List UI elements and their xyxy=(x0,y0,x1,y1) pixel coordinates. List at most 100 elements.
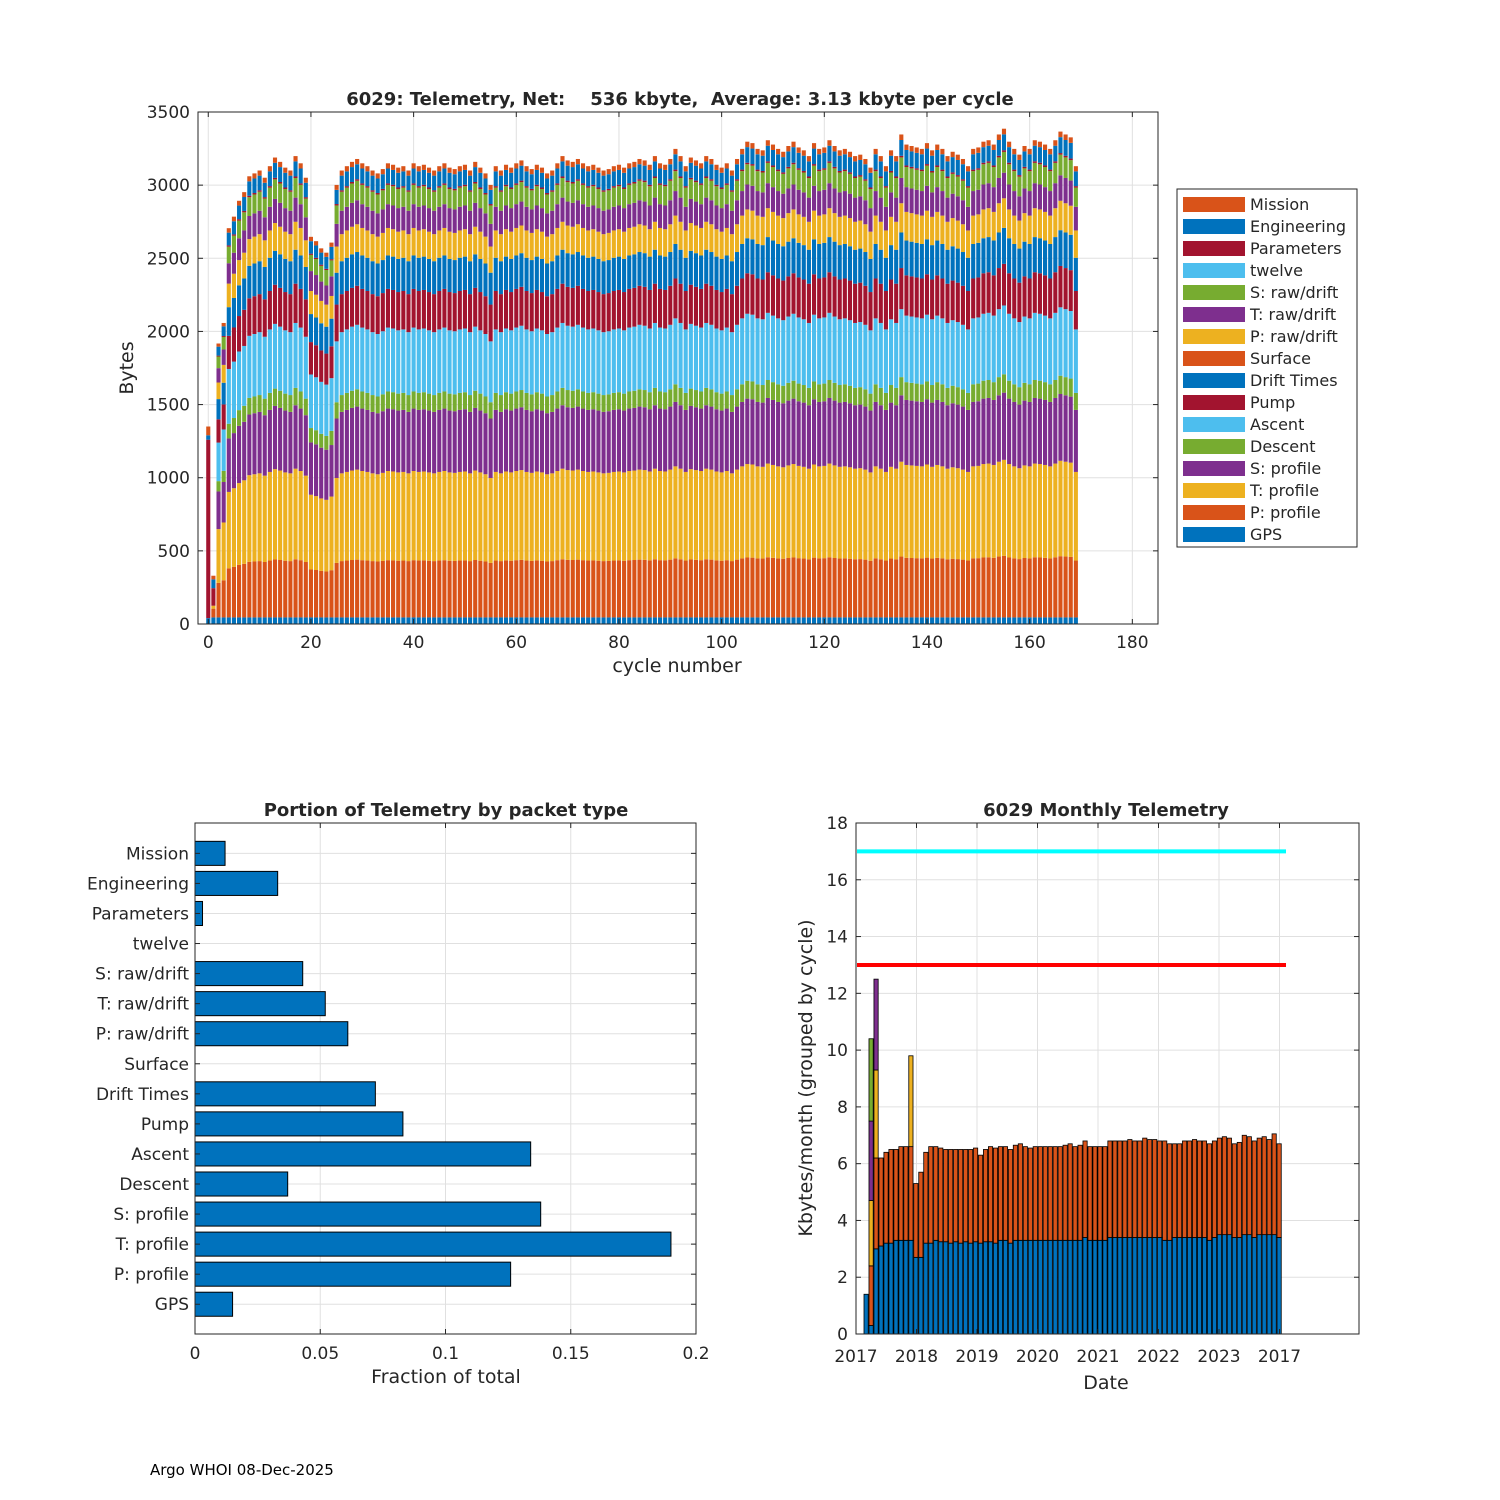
month-bar-segment xyxy=(913,1256,919,1335)
bar-segment-p-raw-drift xyxy=(981,209,986,239)
bar-segment-descent xyxy=(293,387,298,406)
bar-segment-engineering xyxy=(909,151,914,167)
bar-segment-mission xyxy=(468,170,473,176)
bar-segment-s-raw-drift xyxy=(919,171,924,192)
bar-segment-p-raw-drift xyxy=(488,246,493,273)
bar-segment-gps xyxy=(375,617,380,624)
month-bar-segment xyxy=(1206,1143,1212,1241)
bar-segment-gps xyxy=(262,617,267,624)
bar-segment-pump xyxy=(930,279,935,320)
bar-segment-s-profile xyxy=(899,395,904,462)
bar-segment-mission xyxy=(498,170,503,176)
bar-segment-s-profile xyxy=(432,411,437,474)
bar-segment-p-profile xyxy=(760,558,765,618)
bar-segment-t-raw-drift xyxy=(432,210,437,235)
bar-segment-t-profile xyxy=(950,467,955,559)
bar-segment-pump xyxy=(308,342,313,375)
bar-segment-drift-times xyxy=(1001,227,1007,264)
bar-segment-s-profile xyxy=(1032,397,1037,464)
bar-segment-parameters xyxy=(868,187,873,189)
month-bar-segment xyxy=(953,1149,959,1243)
bar-segment-t-profile xyxy=(765,463,770,558)
bar-segment-s-raw-drift xyxy=(416,187,421,207)
cycle-bar-stack xyxy=(370,170,375,624)
bar-segment-p-profile xyxy=(478,560,483,618)
bar-segment-drift-times xyxy=(529,260,534,294)
bar-segment-t-raw-drift xyxy=(462,205,468,230)
bar-segment-drift-times xyxy=(257,261,262,295)
cycle-bar-stack xyxy=(411,163,416,624)
bar-segment-parameters xyxy=(1022,166,1027,169)
bar-segment-mission xyxy=(339,170,344,176)
bar-segment-pump xyxy=(693,286,699,326)
bar-segment-t-profile xyxy=(796,465,801,559)
bar-segment-drift-times xyxy=(1022,241,1027,277)
bar-segment-s-raw-drift xyxy=(298,184,303,205)
bar-segment-gps xyxy=(878,617,883,624)
bar-segment-s-profile xyxy=(786,400,791,466)
bar-segment-engineering xyxy=(416,171,421,187)
bar-segment-s-profile xyxy=(452,411,457,473)
bar-segment-descent xyxy=(776,384,781,402)
bar-segment-s-raw-drift xyxy=(360,184,365,205)
bar-segment-s-profile xyxy=(426,410,432,473)
bar-segment-parameters xyxy=(847,172,853,174)
bar-segment-t-raw-drift xyxy=(811,185,817,211)
bar-segment-parameters xyxy=(329,259,334,261)
cycle-bar-stack xyxy=(1032,140,1037,624)
bar-segment-s-raw-drift xyxy=(539,188,545,209)
month-bar-segment xyxy=(913,1183,919,1258)
bar-segment-parameters xyxy=(894,176,899,178)
bar-segment-ascent xyxy=(360,327,365,392)
bar-segment-p-profile xyxy=(986,557,991,618)
bar-segment-mission xyxy=(385,163,390,169)
bar-segment-s-profile xyxy=(401,409,406,472)
month-bar-segment xyxy=(868,1265,874,1326)
bar-segment-drift-times xyxy=(858,248,863,283)
bar-segment-descent xyxy=(996,377,1001,396)
bar-segment-descent xyxy=(1017,387,1022,405)
bar-segment-parameters xyxy=(1073,186,1078,188)
bar-segment-descent xyxy=(935,382,940,400)
bar-segment-mission xyxy=(257,170,262,176)
bar-segment-p-profile xyxy=(365,560,370,618)
bar-segment-parameters xyxy=(514,183,519,185)
bar-segment-s-raw-drift xyxy=(288,191,293,211)
bar-segment-t-raw-drift xyxy=(683,206,688,231)
bar-segment-t-raw-drift xyxy=(524,206,529,231)
bar-segment-parameters xyxy=(1037,162,1042,165)
bar-segment-t-profile xyxy=(627,471,632,561)
month-bar-stack xyxy=(1266,1139,1272,1335)
month-bar-segment xyxy=(1097,1146,1103,1241)
bar-segment-s-profile xyxy=(652,405,657,469)
bar-segment-s-profile xyxy=(509,410,514,473)
month-bar-segment xyxy=(948,1149,954,1244)
bar-segment-engineering xyxy=(514,168,519,184)
bar-segment-t-raw-drift xyxy=(298,204,303,228)
bar-segment-t-raw-drift xyxy=(493,206,498,231)
bar-segment-p-raw-drift xyxy=(719,231,724,259)
bar-segment-p-profile xyxy=(729,561,734,618)
bar-segment-descent xyxy=(1063,377,1068,396)
bar-segment-engineering xyxy=(237,205,242,220)
bar-segment-p-raw-drift xyxy=(391,229,396,257)
bar-segment-descent xyxy=(688,388,693,406)
bar-segment-ascent xyxy=(996,309,1001,378)
bar-segment-gps xyxy=(519,617,524,624)
bar-segment-pump xyxy=(1027,278,1032,319)
bar-segment-s-raw-drift xyxy=(688,179,693,199)
bar-segment-s-raw-drift xyxy=(622,188,627,209)
bar-segment-parameters xyxy=(699,183,704,185)
bar-segment-p-raw-drift xyxy=(247,239,252,266)
bar-segment-descent xyxy=(262,398,267,416)
bar-segment-parameters xyxy=(786,166,791,169)
bar-segment-engineering xyxy=(334,189,339,205)
month-bar-segment xyxy=(1057,1146,1063,1241)
bar-segment-t-raw-drift xyxy=(237,238,242,261)
bar-segment-engineering xyxy=(1043,149,1048,166)
bl-bar-pump xyxy=(194,1111,404,1137)
cycle-bar-stack xyxy=(514,163,519,624)
cycle-bar-stack xyxy=(899,134,904,624)
bar-segment-descent xyxy=(1068,378,1073,397)
month-bar-segment xyxy=(1192,1139,1198,1238)
